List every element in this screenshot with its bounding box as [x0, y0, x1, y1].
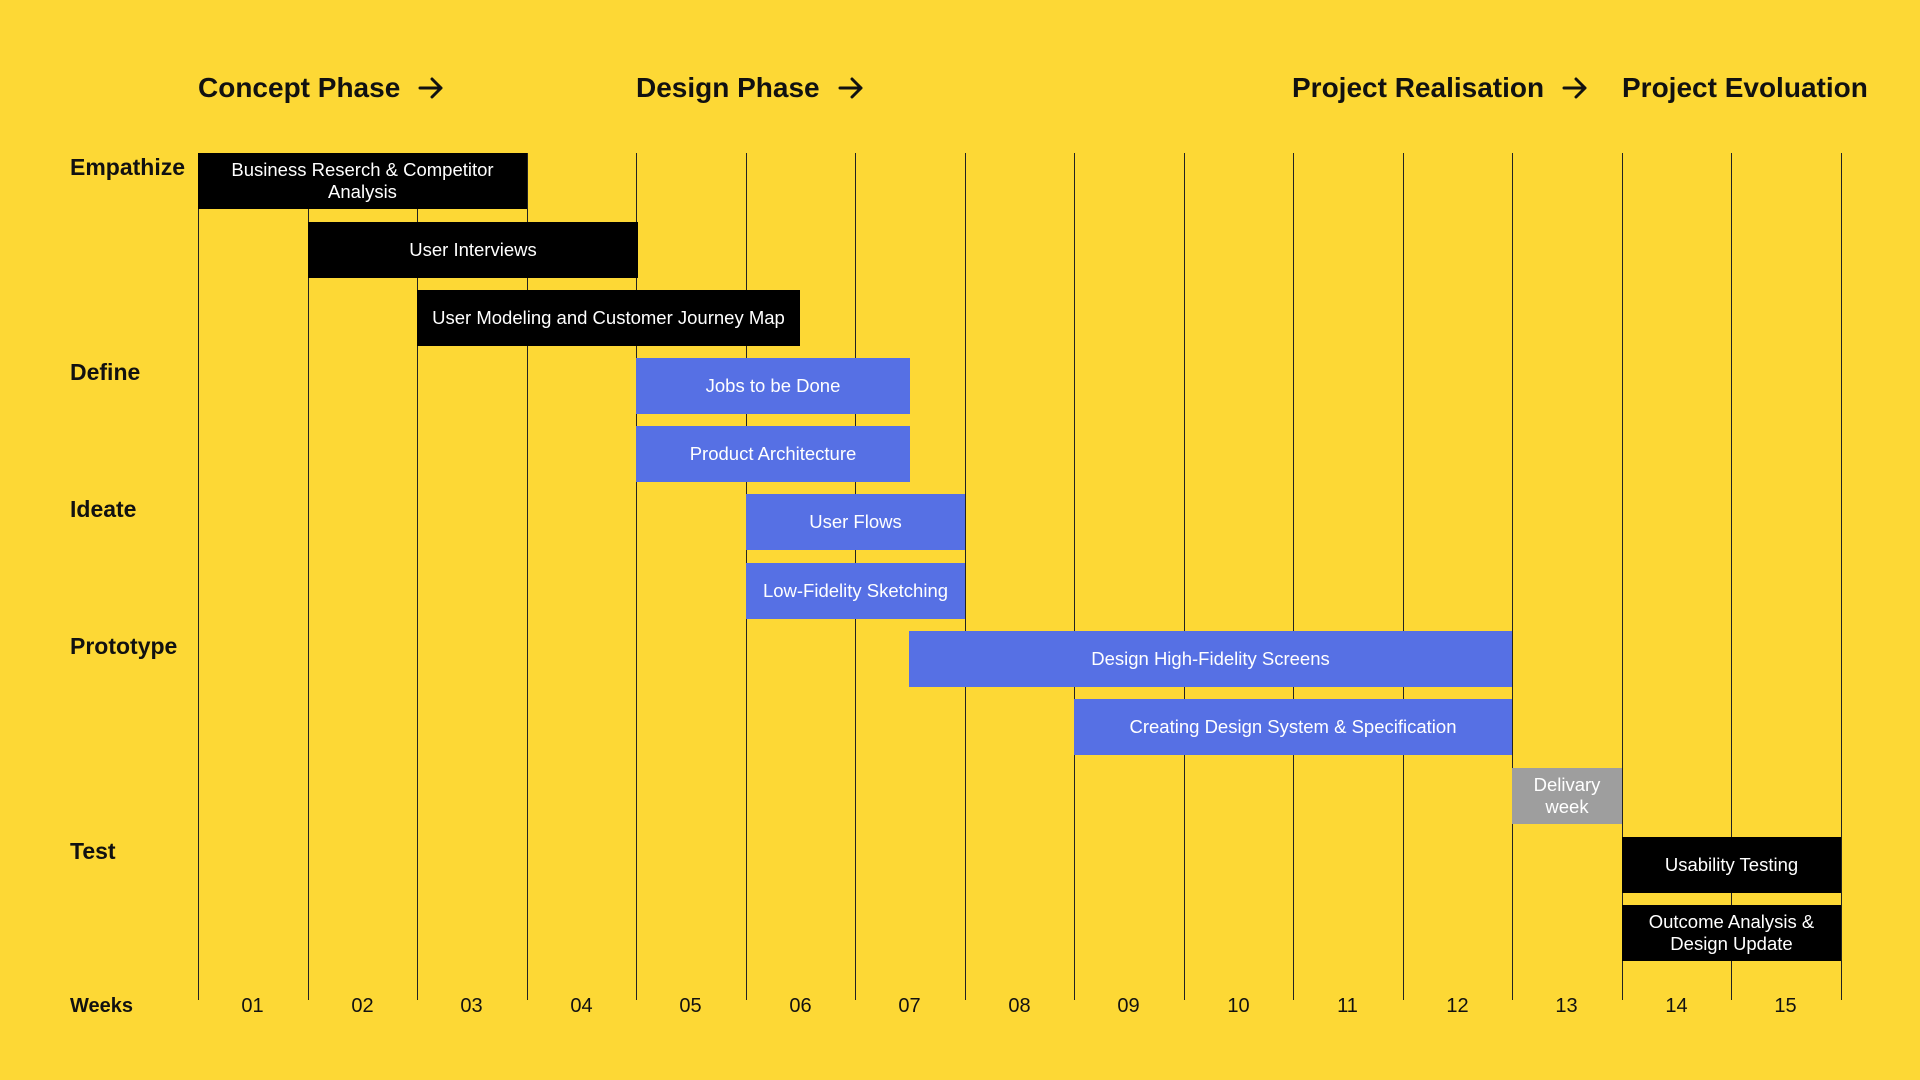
arrow-right-icon — [1562, 77, 1588, 99]
phase-concept: Concept Phase — [198, 70, 444, 106]
week-gridline — [527, 153, 528, 1000]
week-label: 11 — [1337, 995, 1358, 1017]
task-bar: Outcome Analysis & Design Update — [1622, 905, 1841, 961]
week-gridline — [1074, 153, 1075, 1000]
week-gridline — [1293, 153, 1294, 1000]
week-label: 02 — [351, 995, 374, 1017]
week-label: 15 — [1774, 995, 1797, 1017]
task-bar: Delivary week — [1512, 768, 1622, 824]
stage-test: Test — [70, 838, 116, 864]
week-gridline — [1731, 153, 1732, 1000]
phase-evoluation: Project Evoluation — [1622, 70, 1868, 106]
phase-concept-label: Concept Phase — [198, 72, 401, 103]
phase-evoluation-label: Project Evoluation — [1622, 72, 1868, 103]
stage-empathize: Empathize — [70, 154, 186, 180]
week-label: 14 — [1665, 995, 1688, 1017]
week-gridline — [1622, 153, 1623, 1000]
week-label: 09 — [1117, 995, 1140, 1017]
task-bar: Jobs to be Done — [636, 358, 910, 414]
week-gridline — [308, 153, 309, 1000]
task-bar: Business Reserch & Competitor Analysis — [198, 153, 527, 209]
week-gridline — [1841, 153, 1842, 1000]
week-label: 12 — [1446, 995, 1469, 1017]
week-label: 04 — [570, 995, 593, 1017]
week-label: 06 — [789, 995, 812, 1017]
task-bar: Creating Design System & Specification — [1074, 699, 1512, 755]
week-label: 08 — [1008, 995, 1031, 1017]
task-bar: User Flows — [746, 494, 965, 550]
stage-define: Define — [70, 359, 141, 385]
week-gridline — [198, 153, 199, 1000]
task-bar: Low-Fidelity Sketching — [746, 563, 965, 619]
arrow-right-icon — [418, 77, 444, 99]
week-label: 01 — [241, 995, 264, 1017]
phase-design-label: Design Phase — [636, 72, 820, 103]
stage-prototype: Prototype — [70, 633, 178, 659]
task-bar: Product Architecture — [636, 426, 910, 482]
arrow-right-icon — [838, 77, 864, 99]
week-gridline — [1512, 153, 1513, 1000]
week-label: 07 — [898, 995, 921, 1017]
week-gridline — [417, 153, 418, 1000]
weeks-axis-label: Weeks — [70, 995, 134, 1017]
task-bar: User Modeling and Customer Journey Map — [417, 290, 800, 346]
week-gridline — [1184, 153, 1185, 1000]
task-bar: Usability Testing — [1622, 837, 1841, 893]
phase-realisation-label: Project Realisation — [1292, 72, 1545, 103]
week-gridline — [1403, 153, 1404, 1000]
task-bar: User Interviews — [308, 222, 638, 278]
phase-realisation: Project Realisation — [1292, 70, 1588, 106]
stage-ideate: Ideate — [70, 496, 137, 522]
week-gridline — [636, 153, 637, 1000]
week-label: 05 — [679, 995, 702, 1017]
phase-design: Design Phase — [636, 70, 864, 106]
task-bar: Design High-Fidelity Screens — [909, 631, 1512, 687]
week-label: 10 — [1227, 995, 1250, 1017]
week-gridline — [965, 153, 966, 1000]
week-label: 03 — [460, 995, 483, 1017]
week-label: 13 — [1555, 995, 1578, 1017]
